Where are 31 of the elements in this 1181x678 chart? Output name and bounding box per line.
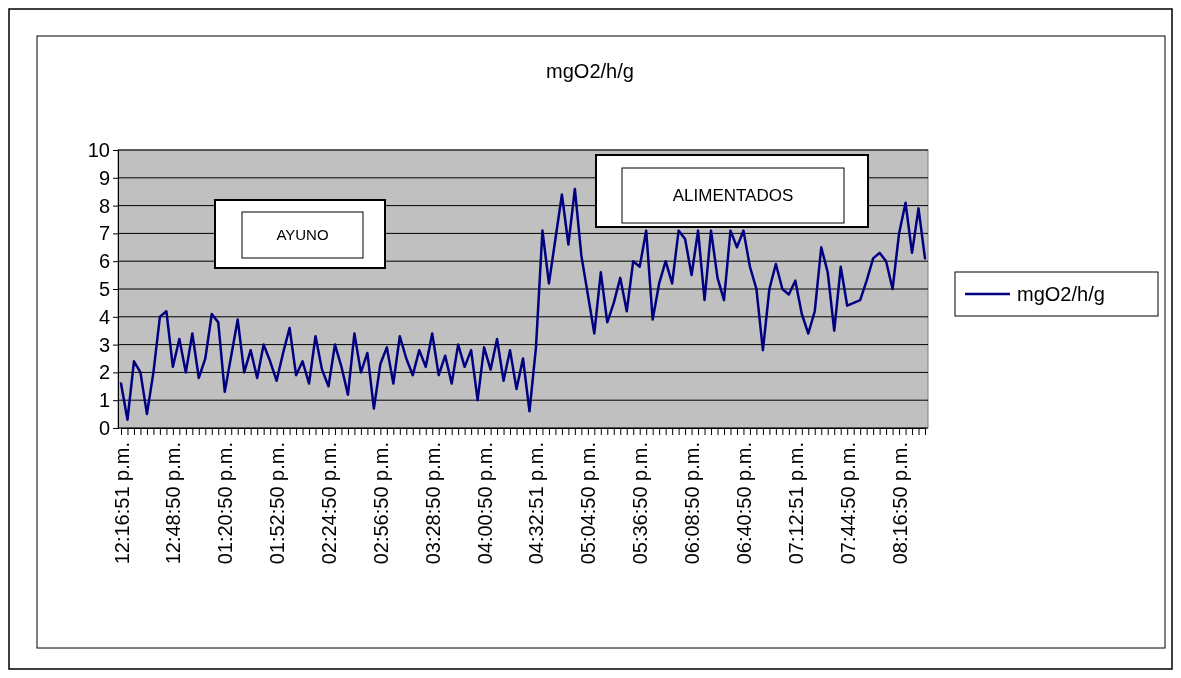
y-tick-label: 5 <box>98 277 110 300</box>
x-tick-label: 04:00:50 p.m. <box>473 442 496 565</box>
x-tick-label: 06:40:50 p.m. <box>732 442 755 565</box>
y-tick-label: 1 <box>98 389 110 412</box>
y-tick-label: 10 <box>87 138 110 161</box>
x-tick-label: 07:44:50 p.m. <box>836 442 859 565</box>
x-tick-label: 01:52:50 p.m. <box>266 442 289 565</box>
x-tick-label: 12:48:50 p.m. <box>162 442 185 565</box>
x-tick-label: 12:16:51 p.m. <box>110 442 133 565</box>
x-tick-label: 05:36:50 p.m. <box>629 442 652 565</box>
y-tick-label: 8 <box>98 194 110 217</box>
x-tick-label: 02:56:50 p.m. <box>369 442 392 565</box>
y-tick-label: 0 <box>98 416 110 439</box>
x-tick-label: 02:24:50 p.m. <box>317 442 340 565</box>
y-tick-label: 9 <box>98 166 110 189</box>
x-tick-label: 05:04:50 p.m. <box>577 442 600 565</box>
y-tick-label: 2 <box>98 361 110 384</box>
x-tick-label: 03:28:50 p.m. <box>421 442 444 565</box>
x-tick-label: 06:08:50 p.m. <box>681 442 704 565</box>
annotation: ALIMENTADOS <box>672 186 794 206</box>
x-tick-label: 01:20:50 p.m. <box>214 442 237 565</box>
annotation: AYUNO <box>276 226 329 244</box>
x-tick-label: 08:16:50 p.m. <box>888 442 911 565</box>
x-tick-label: 07:12:51 p.m. <box>784 442 807 565</box>
legend-label: mgO2/h/g <box>1017 283 1105 305</box>
y-tick-label: 4 <box>98 305 110 328</box>
y-tick-label: 3 <box>98 333 110 356</box>
chart-title: mgO2/h/g <box>546 60 634 82</box>
x-tick-label: 04:32:51 p.m. <box>525 442 548 565</box>
y-tick-label: 7 <box>98 222 110 245</box>
y-tick-label: 6 <box>98 250 110 273</box>
